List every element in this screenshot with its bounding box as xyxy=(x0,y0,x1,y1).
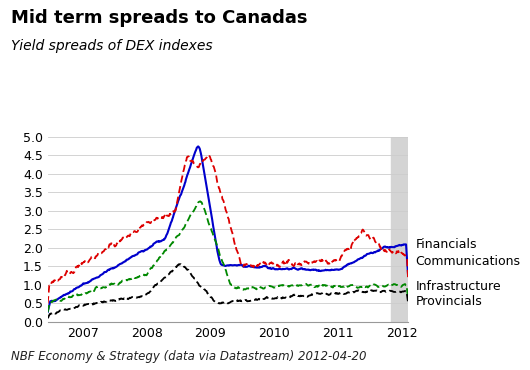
Text: NBF Economy & Strategy (data via Datastream) 2012-04-20: NBF Economy & Strategy (data via Datastr… xyxy=(11,350,366,363)
Text: Provincials: Provincials xyxy=(416,295,482,308)
Text: Financials: Financials xyxy=(416,238,477,251)
Text: Yield spreads of DEX indexes: Yield spreads of DEX indexes xyxy=(11,39,212,53)
Text: Infrastructure: Infrastructure xyxy=(416,279,501,293)
Bar xyxy=(391,137,407,322)
Text: Mid term spreads to Canadas: Mid term spreads to Canadas xyxy=(11,9,307,27)
Text: Communications: Communications xyxy=(416,255,520,269)
